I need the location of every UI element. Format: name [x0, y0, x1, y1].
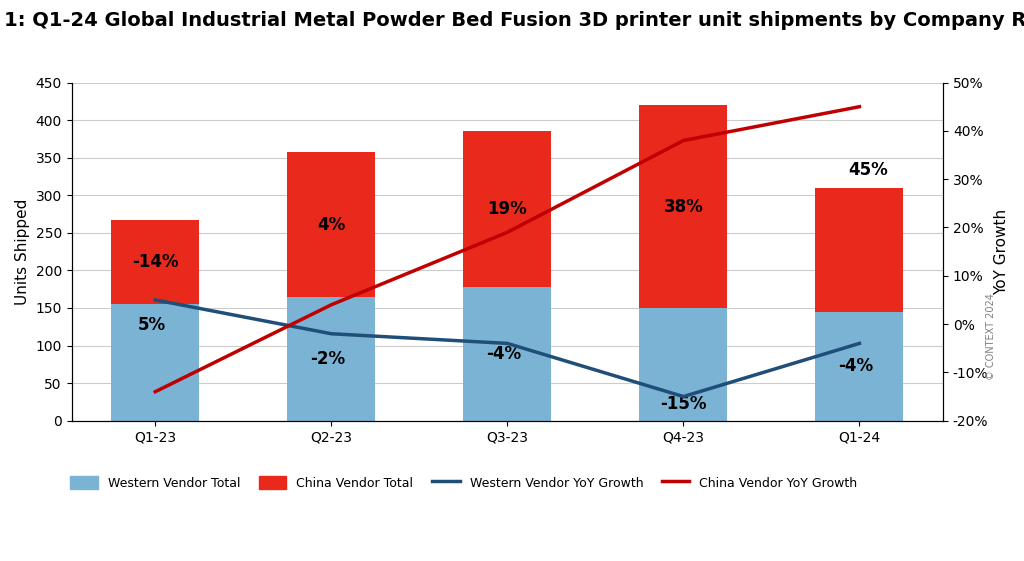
China Vendor YoY Growth	[677, 137, 689, 144]
Text: -4%: -4%	[839, 357, 873, 375]
Western Vendor YoY Growth	[150, 297, 162, 304]
Text: 4%: 4%	[317, 215, 345, 233]
Bar	[112, 220, 200, 304]
Line: China Vendor YoY Growth: China Vendor YoY Growth	[156, 107, 859, 392]
Text: © CONTEXT 2024: © CONTEXT 2024	[986, 293, 996, 380]
Text: 38%: 38%	[664, 197, 703, 215]
Bar	[639, 105, 727, 308]
Western Vendor YoY Growth	[326, 330, 338, 337]
Bar	[288, 153, 376, 297]
Bar	[464, 131, 551, 287]
Text: -4%: -4%	[486, 345, 521, 363]
Y-axis label: Units Shipped: Units Shipped	[15, 199, 30, 305]
Text: 19%: 19%	[487, 200, 527, 218]
Bar	[288, 297, 376, 421]
Legend: Western Vendor Total, China Vendor Total, Western Vendor YoY Growth, China Vendo: Western Vendor Total, China Vendor Total…	[66, 471, 862, 495]
Text: 45%: 45%	[849, 161, 888, 179]
Bar	[815, 312, 903, 421]
Bar	[639, 308, 727, 421]
China Vendor YoY Growth	[150, 388, 162, 395]
Text: 5%: 5%	[137, 316, 166, 334]
Western Vendor YoY Growth	[501, 340, 513, 347]
Y-axis label: YoY Growth: YoY Growth	[994, 209, 1009, 295]
Line: Western Vendor YoY Growth: Western Vendor YoY Growth	[156, 300, 859, 397]
China Vendor YoY Growth	[501, 229, 513, 236]
Western Vendor YoY Growth	[853, 340, 865, 347]
China Vendor YoY Growth	[853, 103, 865, 110]
Bar	[464, 287, 551, 421]
Text: -14%: -14%	[132, 253, 178, 271]
Text: -15%: -15%	[660, 395, 707, 413]
Text: -2%: -2%	[310, 350, 345, 367]
Bar	[112, 304, 200, 421]
Western Vendor YoY Growth	[677, 393, 689, 400]
Text: Chart 1: Q1-24 Global Industrial Metal Powder Bed Fusion 3D printer unit shipmen: Chart 1: Q1-24 Global Industrial Metal P…	[0, 11, 1024, 30]
Bar	[815, 188, 903, 312]
China Vendor YoY Growth	[326, 301, 338, 308]
